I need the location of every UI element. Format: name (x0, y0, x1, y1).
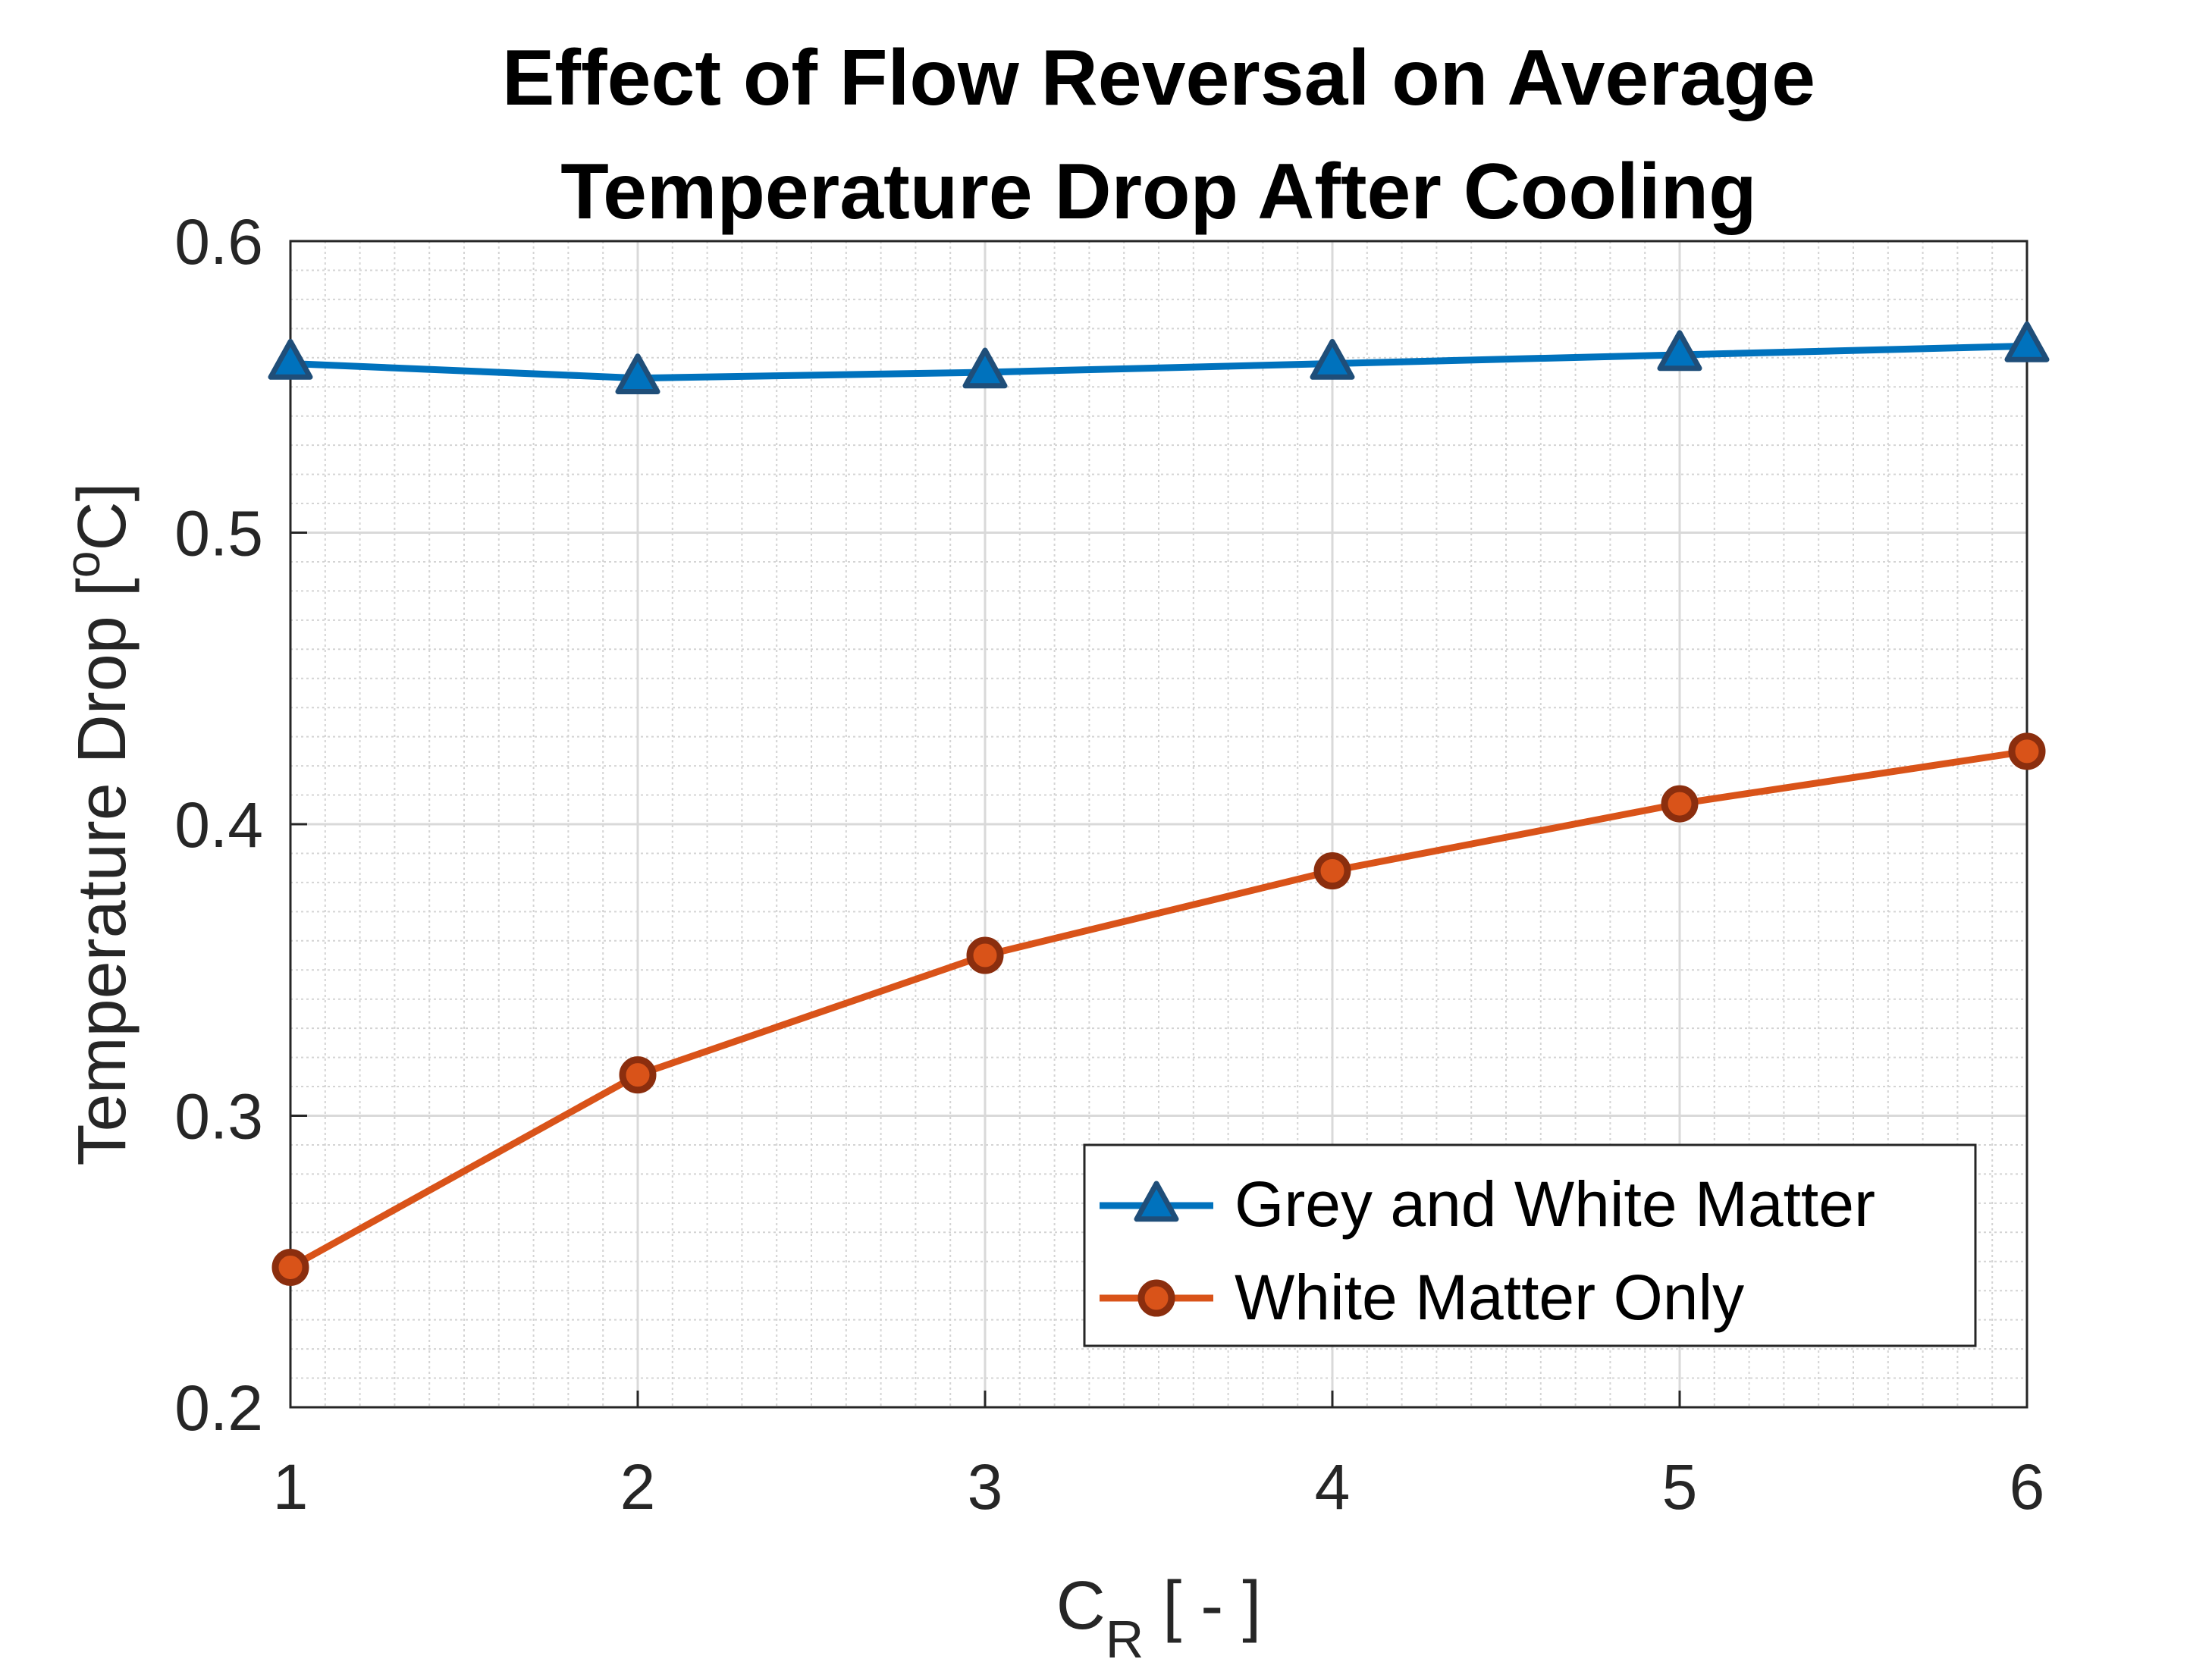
series-line (288, 748, 2028, 1271)
data-point-marker (966, 936, 1004, 974)
x-tick-label: 4 (1315, 1451, 1351, 1523)
y-tick-labels: 0.2 0.3 0.4 0.5 0.6 (174, 206, 263, 1444)
x-tick-label: 6 (2010, 1451, 2045, 1523)
x-tick-labels: 1 2 3 4 5 6 (273, 1451, 2045, 1523)
data-point-marker (2008, 732, 2046, 770)
x-tick-label: 2 (620, 1451, 656, 1523)
data-point-marker (271, 1248, 309, 1286)
data-point-marker (1313, 852, 1351, 890)
data-point-marker (619, 1056, 657, 1094)
x-tick-label: 5 (1662, 1451, 1698, 1523)
y-tick-label: 0.6 (174, 206, 263, 278)
series-grey-and-white-matter (268, 321, 2050, 394)
x-axis-label-rest: [ - ] (1144, 1568, 1261, 1644)
y-axis-label-main: Temperature Drop [ (64, 578, 140, 1165)
data-point-marker (1310, 338, 1355, 380)
legend-box (1083, 1143, 1977, 1347)
chart-title-line-2: Temperature Drop After Cooling (560, 148, 1756, 236)
y-tick-label: 0.3 (174, 1081, 263, 1153)
data-point-marker (2004, 321, 2050, 362)
y-tick-label: 0.2 (174, 1372, 263, 1444)
legend-swatch-marker (1134, 1181, 1179, 1222)
series-line (290, 342, 2028, 382)
x-axis-label-main: C (1056, 1568, 1106, 1644)
legend-swatches (1100, 1181, 1213, 1317)
y-axis-label-superscript: o (55, 551, 110, 579)
y-axis-label: Temperature Drop [oC] (55, 483, 140, 1166)
data-point-marker (615, 353, 660, 394)
x-axis-label-subscript: R (1106, 1610, 1144, 1659)
y-tick-label: 0.4 (174, 789, 263, 861)
series-layer (268, 321, 2050, 1286)
data-point-marker (962, 347, 1008, 389)
data-point-marker (1661, 785, 1699, 823)
series-white-matter-only (271, 732, 2046, 1286)
y-axis-label-rest: C] (64, 483, 140, 551)
data-point-marker (268, 338, 313, 380)
legend-swatch-marker (1137, 1279, 1175, 1317)
legend-label-white-matter-only: White Matter Only (1235, 1262, 1744, 1333)
y-tick-label: 0.5 (174, 498, 263, 569)
x-tick-label: 1 (273, 1451, 309, 1523)
chart-title-line-1: Effect of Flow Reversal on Average (502, 34, 1815, 122)
x-tick-label: 3 (968, 1451, 1003, 1523)
legend-label-grey-and-white-matter: Grey and White Matter (1235, 1168, 1875, 1240)
data-point-marker (1657, 330, 1702, 372)
legend: Grey and White Matter White Matter Only (1083, 1143, 1977, 1347)
x-axis-label: CR [ - ] (1056, 1568, 1262, 1659)
axis-ticks (289, 240, 2028, 1409)
